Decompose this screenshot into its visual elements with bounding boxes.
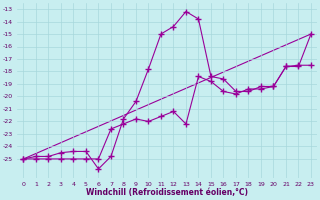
X-axis label: Windchill (Refroidissement éolien,°C): Windchill (Refroidissement éolien,°C) bbox=[86, 188, 248, 197]
